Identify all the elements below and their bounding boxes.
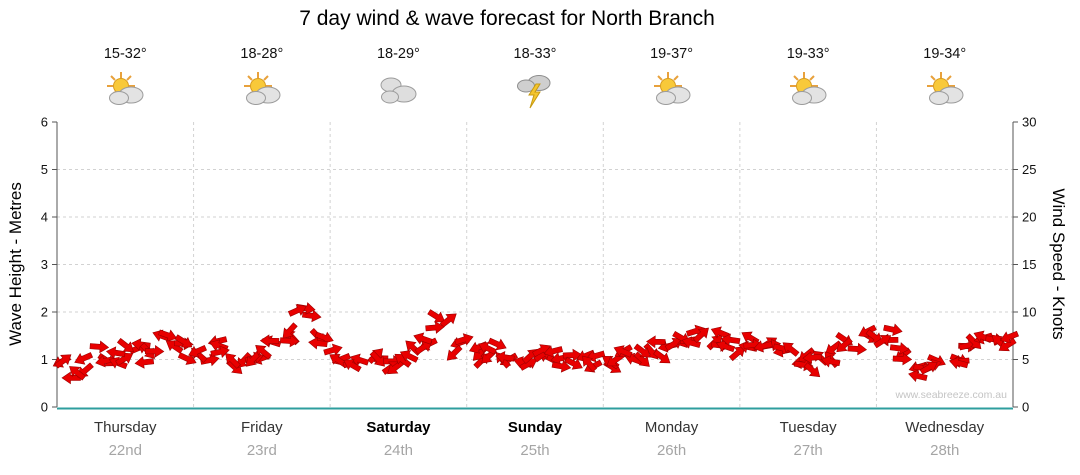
day-temperature: 19-33° (786, 46, 830, 62)
axes: 0 1 2 3 4 5 6 0 5 10 15 20 25 30 (41, 115, 1037, 415)
right-tick-label: 20 (1022, 210, 1036, 225)
day-temperature: 19-34° (923, 46, 967, 62)
wind-arrows (52, 302, 1020, 385)
day-temperature: 18-28° (240, 46, 284, 62)
left-tick-label: 4 (41, 210, 48, 225)
weather-icon-partly-cloudy (102, 70, 148, 110)
right-tick-label: 15 (1022, 257, 1036, 272)
day-temperature: 18-33° (513, 46, 557, 62)
day-temperature: 18-29° (376, 46, 420, 62)
day-date: 22nd (108, 442, 142, 459)
day-name: Thursday (94, 419, 157, 436)
day-date: 25th (520, 442, 550, 459)
right-tick-label: 0 (1022, 400, 1029, 415)
right-tick-label: 25 (1022, 162, 1036, 177)
day-temperature: 15-32° (103, 46, 147, 62)
day-date: 24th (383, 442, 414, 459)
day-date: 27th (793, 442, 823, 459)
left-tick-label: 6 (41, 115, 48, 130)
right-tick-label: 30 (1022, 115, 1036, 130)
day-date: 26th (656, 442, 687, 459)
day-name: Tuesday (779, 419, 837, 436)
day-name: Saturday (366, 419, 431, 436)
weather-icon-thunderstorm (512, 70, 558, 110)
weather-icon-partly-cloudy (649, 70, 695, 110)
day-temperature: 19-37° (650, 46, 694, 62)
left-tick-label: 1 (41, 352, 48, 367)
right-tick-label: 5 (1022, 352, 1029, 367)
left-tick-label: 2 (41, 305, 48, 320)
left-tick-label: 5 (41, 162, 48, 177)
watermark: www.seabreeze.com.au (895, 389, 1008, 401)
day-date: 28th (930, 442, 960, 459)
day-name: Wednesday (905, 419, 985, 436)
left-tick-label: 3 (41, 257, 48, 272)
day-name: Monday (644, 419, 699, 436)
chart-title: 7 day wind & wave forecast for North Bra… (299, 7, 715, 30)
weather-icon-cloudy (375, 70, 421, 110)
day-date: 23rd (246, 442, 277, 459)
left-tick-label: 0 (41, 400, 48, 415)
weather-icon-partly-cloudy (785, 70, 831, 110)
right-tick-label: 10 (1022, 305, 1036, 320)
day-name: Sunday (507, 419, 563, 436)
weather-icon-partly-cloudy (239, 70, 285, 110)
weather-icon-partly-cloudy (922, 70, 968, 110)
day-name: Friday (241, 419, 283, 436)
